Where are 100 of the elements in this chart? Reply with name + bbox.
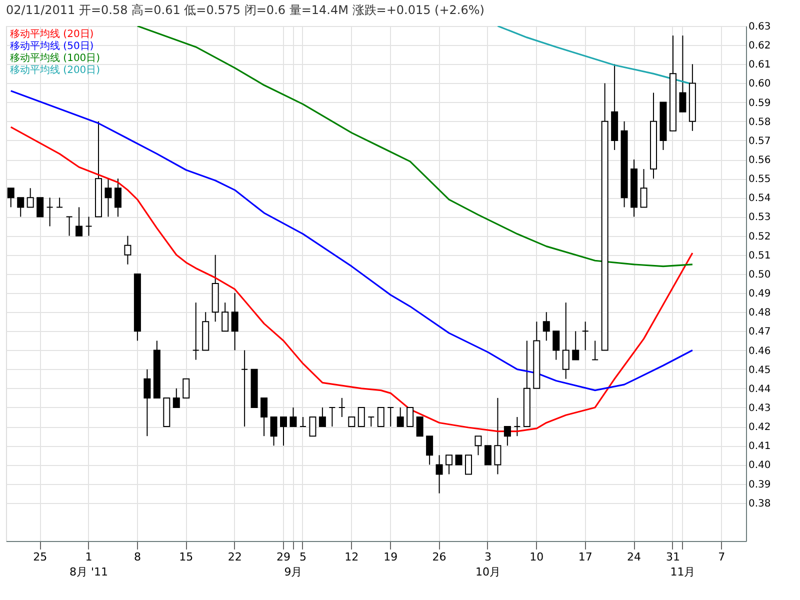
candlestick [124, 235, 132, 265]
y-tick-label: 0.56 [748, 155, 771, 166]
x-tick-label: 25 [33, 550, 48, 564]
candlestick [446, 454, 453, 475]
candlestick [182, 378, 190, 398]
y-tick-label: 0.49 [748, 288, 771, 300]
candlestick [114, 178, 122, 218]
candlestick [396, 406, 404, 428]
text: 移动平均线 (200日) [10, 64, 100, 76]
candlestick [76, 206, 83, 236]
x-tick-label: 7 [718, 550, 726, 564]
y-tick-label: 0.45 [748, 364, 771, 376]
x-tick-label: 8 [134, 550, 141, 564]
candlestick [582, 321, 589, 351]
candlestick [592, 340, 599, 360]
candlestick [36, 197, 44, 218]
x-tick-label: 10 [530, 550, 544, 564]
candlestick [436, 454, 443, 494]
candlestick [231, 292, 238, 351]
candlestick [85, 216, 92, 236]
candlestick [56, 197, 64, 208]
text: 移动平均线 (20日) [10, 28, 94, 40]
candlestick [66, 216, 73, 236]
y-tick-label: 0.46 [748, 346, 771, 357]
y-tick-label: 0.44 [748, 384, 771, 395]
y-tick-label: 0.41 [748, 441, 771, 452]
candlestick [358, 406, 365, 428]
text: 移动平均线 (50日) [10, 40, 94, 52]
x-tick-label: 11月 [670, 566, 696, 578]
x-tick-label: 31 [666, 550, 680, 564]
candlestick [222, 302, 229, 332]
y-tick-label: 0.40 [748, 460, 771, 472]
y-tick-label: 0.38 [748, 498, 771, 510]
x-tick-label: 5 [299, 550, 306, 564]
candlestick [465, 454, 472, 475]
y-tick-label: 0.51 [748, 250, 771, 262]
candlestick [144, 368, 151, 437]
candlestick [270, 416, 278, 446]
candlestick [241, 350, 248, 428]
y-tick-label: 0.58 [748, 116, 771, 128]
y-tick-label: 0.47 [748, 326, 771, 338]
y-tick-label: 0.50 [748, 269, 771, 280]
candlestick [348, 416, 356, 428]
y-tick-label: 0.61 [748, 60, 771, 71]
candlestick [542, 312, 550, 342]
x-tick-label: 19 [384, 550, 398, 564]
y-tick-label: 0.48 [748, 308, 771, 319]
candlestick [387, 406, 394, 428]
y-tick-label: 0.43 [748, 402, 771, 414]
x-tick-label: 15 [179, 550, 194, 564]
y-tick-label: 0.54 [748, 193, 771, 204]
y-tick-label: 0.57 [748, 136, 771, 147]
line-series [136, 26, 694, 268]
candlestick [368, 416, 375, 428]
candlestick [426, 436, 434, 466]
x-tick-label: 12 [344, 550, 359, 564]
line-series [10, 90, 694, 392]
candlestick [328, 406, 336, 428]
candlestick [318, 406, 326, 428]
candlestick [679, 35, 686, 112]
y-tick-label: 0.53 [748, 212, 771, 224]
candlestick [338, 397, 346, 418]
candlestick [514, 416, 521, 437]
chart-subtitle: 02/11/2011 开=0.58 高=0.61 低=0.575 闭=0.6 量=14.4M 涨跌=+0.015 (+2.6%) [6, 3, 484, 17]
candlestick [504, 426, 511, 446]
candlestick [455, 454, 462, 466]
candlestick [416, 416, 424, 437]
candlestick [280, 416, 287, 446]
y-tick-label: 0.42 [748, 422, 771, 434]
x-tick-label: 9月 [284, 566, 302, 578]
y-tick-label: 0.52 [748, 231, 771, 242]
text: 移动平均线 (100日) [10, 52, 100, 64]
candlestick [406, 406, 414, 428]
y-tick-label: 0.63 [748, 22, 771, 32]
candlestick [572, 330, 580, 360]
x-tick-label: 1 8月 '11 [70, 550, 108, 578]
x-tick-label: 26 [432, 550, 446, 564]
y-tick-label: 0.55 [748, 174, 771, 186]
x-tick-label: 29 [276, 550, 290, 564]
candlestick [562, 302, 570, 380]
x-tick-label: 17 [578, 550, 592, 564]
candlestick [474, 436, 482, 456]
y-tick-label: 0.39 [748, 479, 771, 490]
y-tick-label: 0.60 [748, 78, 771, 90]
candlestick [46, 197, 54, 227]
x-tick-label: 24 [627, 550, 642, 564]
x-tick-label: 22 [228, 550, 242, 564]
candlestick [172, 388, 180, 408]
candlestick [260, 397, 268, 437]
candlestick [17, 197, 24, 218]
candlestick [290, 406, 297, 428]
candlestick [26, 188, 34, 208]
candlestick [377, 406, 384, 428]
x-tick-label: 3 10月 [475, 550, 500, 578]
candlestick [104, 178, 112, 218]
candlestick [7, 188, 14, 208]
candlestick [640, 168, 648, 208]
candlestick [484, 445, 492, 466]
line-series [10, 126, 694, 432]
candlestick [299, 416, 306, 428]
